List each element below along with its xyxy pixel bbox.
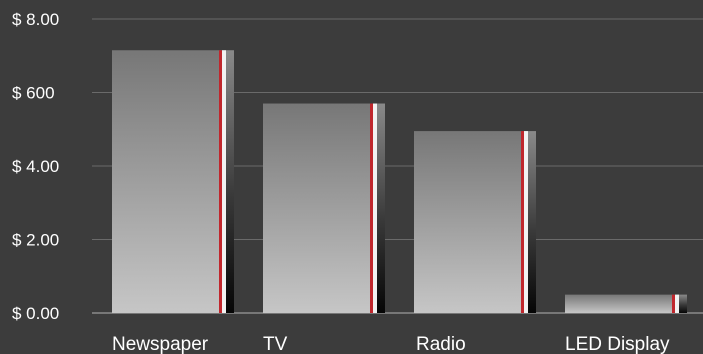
bar: [414, 131, 524, 313]
bar-white-stripe: [373, 103, 377, 314]
x-category-label: Radio: [416, 334, 466, 354]
bar-white-stripe: [222, 50, 226, 314]
y-tick-label: $ 600: [12, 84, 55, 103]
y-axis-tick-labels: $ 0.00 $ 2.00 $ 4.00 $ 600 $ 8.00: [12, 10, 59, 323]
bar: [112, 50, 222, 314]
x-category-label: LED Display: [565, 334, 670, 354]
bar-red-stripe: [672, 294, 675, 313]
bar-red-stripe: [521, 131, 524, 313]
bar-group: [565, 294, 687, 313]
bar: [565, 294, 675, 313]
bar-group: [112, 50, 234, 314]
x-axis-category-labels: Newspaper TV Radio LED Display: [112, 334, 670, 354]
y-tick-label: $ 0.00: [12, 304, 59, 323]
bars: [112, 50, 687, 314]
bar-red-stripe: [370, 103, 373, 314]
bar-group: [263, 103, 385, 314]
y-tick-label: $ 4.00: [12, 157, 59, 176]
bar-white-stripe: [675, 294, 679, 313]
bar-white-stripe: [524, 131, 528, 313]
y-tick-label: $ 8.00: [12, 10, 59, 29]
bar: [263, 103, 373, 314]
x-category-label: Newspaper: [112, 334, 209, 354]
bar-red-stripe: [219, 50, 222, 314]
x-category-label: TV: [263, 334, 288, 354]
y-tick-label: $ 2.00: [12, 231, 59, 250]
bar-group: [414, 131, 536, 313]
